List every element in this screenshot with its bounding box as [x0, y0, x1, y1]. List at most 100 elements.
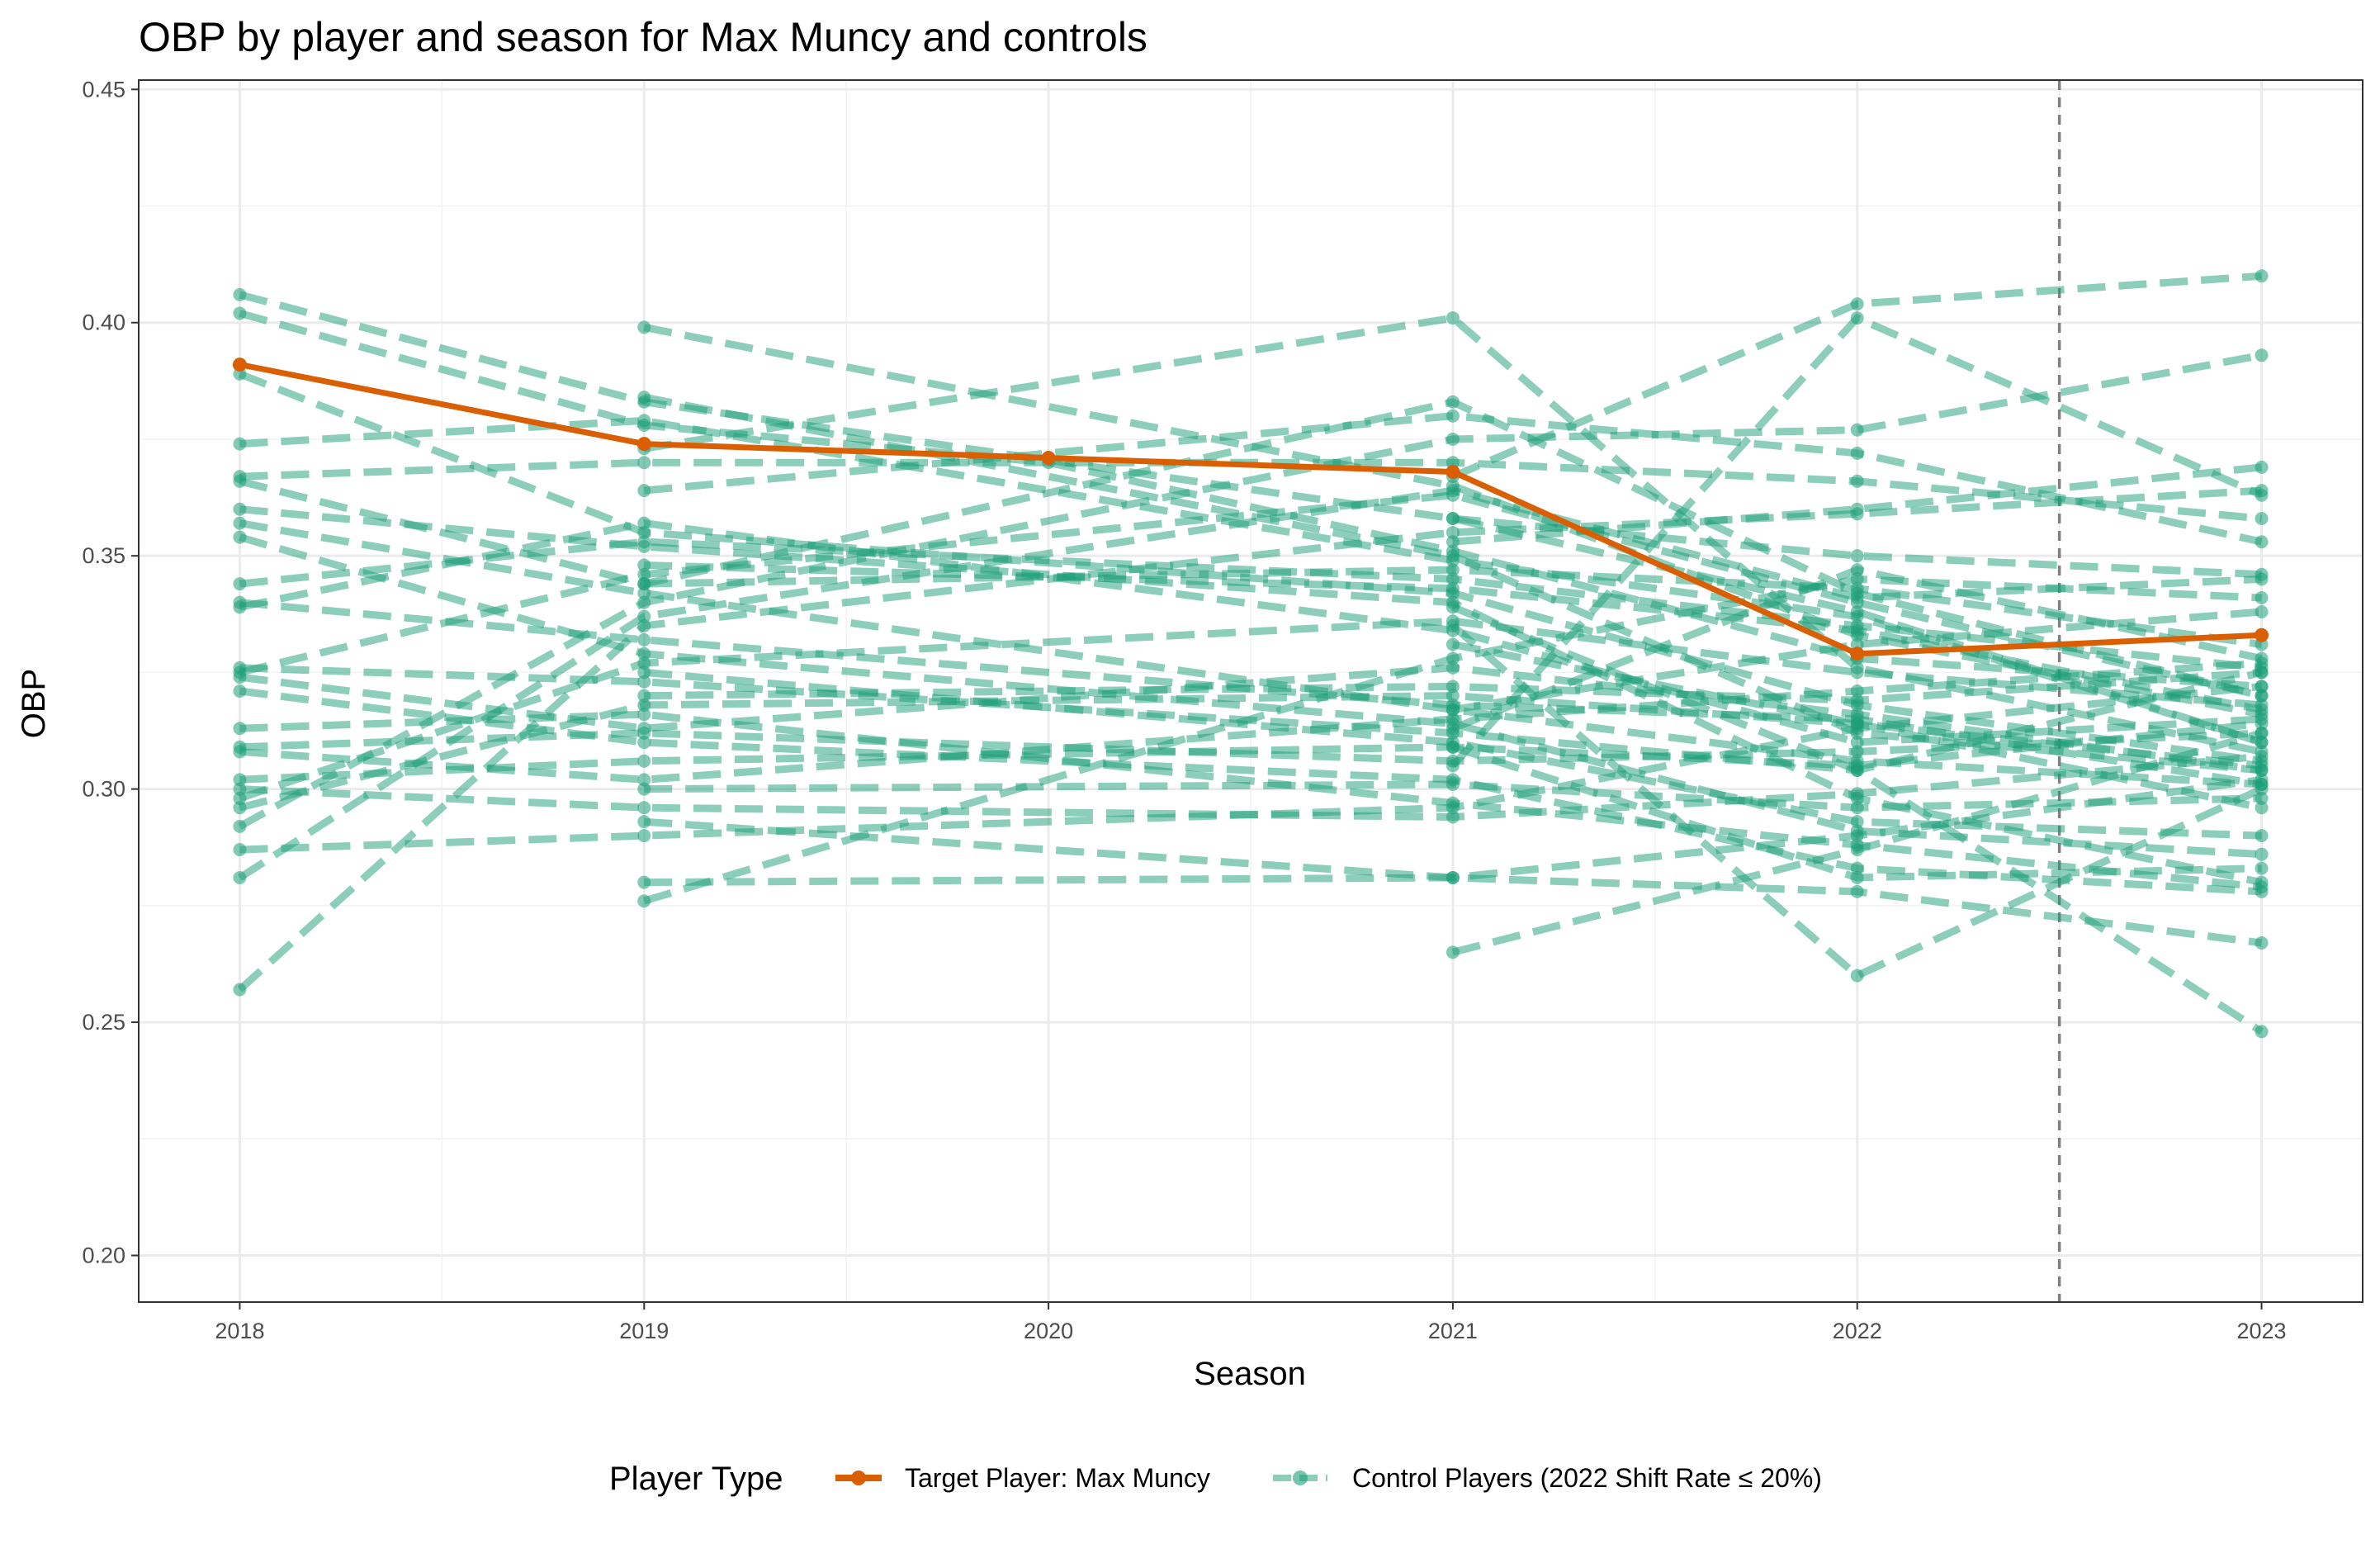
control-player-point [2255, 791, 2269, 805]
control-player-point [1850, 708, 1864, 722]
control-player-point [1850, 870, 1864, 884]
control-player-point [2255, 726, 2269, 740]
control-player-point [233, 530, 247, 544]
control-player-line [644, 668, 2262, 704]
target-player-point [636, 437, 651, 452]
control-player-point [2255, 782, 2269, 796]
control-player-point [1850, 787, 1864, 801]
control-player-point [233, 745, 247, 759]
legend-key-control-point [1293, 1471, 1308, 1485]
target-player-point [1446, 465, 1460, 480]
control-player-point [637, 535, 651, 549]
control-player-point [1850, 969, 1864, 983]
control-player-point [1850, 609, 1864, 623]
control-player-point [1446, 572, 1460, 586]
control-player-point [2255, 847, 2269, 861]
target-player-point [2255, 628, 2269, 642]
control-player-line [643, 668, 2262, 840]
control-player-point [1850, 591, 1864, 605]
control-player-point [637, 320, 651, 334]
control-player-point [2255, 689, 2269, 703]
y-tick-label: 0.30 [82, 777, 125, 802]
control-player-point [1446, 535, 1460, 549]
control-player-point [1446, 637, 1460, 651]
control-player-point [637, 567, 651, 581]
control-player-point [1446, 801, 1460, 815]
control-player-point [637, 558, 651, 572]
control-player-point [1850, 764, 1864, 778]
control-player-point [637, 656, 651, 670]
control-player-point [233, 819, 247, 833]
control-player-point [1850, 829, 1864, 843]
control-player-point [1446, 409, 1460, 423]
y-tick-label: 0.40 [82, 310, 125, 335]
control-player-point [1850, 861, 1864, 875]
x-tick-label: 2021 [1428, 1319, 1478, 1343]
control-player-point [233, 773, 247, 787]
control-player-point [1850, 736, 1864, 750]
control-player-point [1446, 810, 1460, 824]
control-player-point [1850, 549, 1864, 563]
control-player-point [1850, 623, 1864, 637]
control-player-point [1446, 479, 1460, 493]
control-player-line [239, 519, 2262, 789]
control-player-point [233, 502, 247, 516]
legend-key-target-point [851, 1471, 866, 1485]
control-player-point [1850, 726, 1864, 740]
control-player-point [1446, 712, 1460, 726]
control-player-point [637, 665, 651, 680]
control-player-point [2255, 604, 2269, 618]
control-player-point [233, 722, 247, 736]
control-player-point [637, 618, 651, 632]
control-player-point [637, 875, 651, 889]
control-player-point [637, 586, 651, 600]
control-player-point [637, 646, 651, 661]
control-player-point [233, 577, 247, 591]
control-player-line [643, 314, 2263, 755]
control-player-point [233, 983, 247, 997]
control-player-line [643, 817, 2263, 947]
control-player-point [233, 306, 247, 320]
control-player-point [637, 414, 651, 428]
control-player-point [1446, 525, 1460, 539]
control-player-line [643, 393, 2262, 774]
control-player-point [233, 870, 247, 884]
control-player-point [2255, 880, 2269, 894]
control-player-point [1446, 432, 1460, 446]
control-player-point [1446, 680, 1460, 694]
target-player-point [232, 358, 247, 372]
control-player-point [2255, 680, 2269, 694]
control-player-point [233, 437, 247, 451]
control-player-point [637, 525, 651, 539]
control-player-point [1850, 446, 1864, 460]
x-tick-label: 2018 [215, 1319, 264, 1343]
control-player-point [1446, 600, 1460, 614]
control-player-point [233, 600, 247, 614]
control-player-point [1446, 511, 1460, 525]
control-player-point [1850, 311, 1864, 325]
control-player-point [637, 516, 651, 530]
control-player-point [2255, 717, 2269, 731]
control-player-point [637, 708, 651, 722]
control-player-point [1446, 759, 1460, 773]
control-player-point [1850, 717, 1864, 731]
control-player-line [644, 561, 2263, 714]
control-player-point [1850, 801, 1864, 815]
control-player-point [637, 577, 651, 591]
control-player-line [643, 575, 2262, 905]
control-player-line [239, 617, 2262, 803]
control-player-point [637, 609, 651, 623]
control-player-line [1450, 623, 2264, 980]
control-player-point [2255, 348, 2269, 362]
control-player-point [2255, 488, 2269, 502]
legend-label-target: Target Player: Max Muncy [905, 1463, 1210, 1493]
control-player-point [1446, 549, 1460, 563]
control-player-point [1850, 572, 1864, 586]
control-player-lines [233, 269, 2269, 1039]
control-player-point [637, 736, 651, 750]
control-player-point [637, 801, 651, 815]
control-player-point [2255, 511, 2269, 525]
control-player-point [637, 782, 651, 796]
control-player-point [1850, 694, 1864, 708]
